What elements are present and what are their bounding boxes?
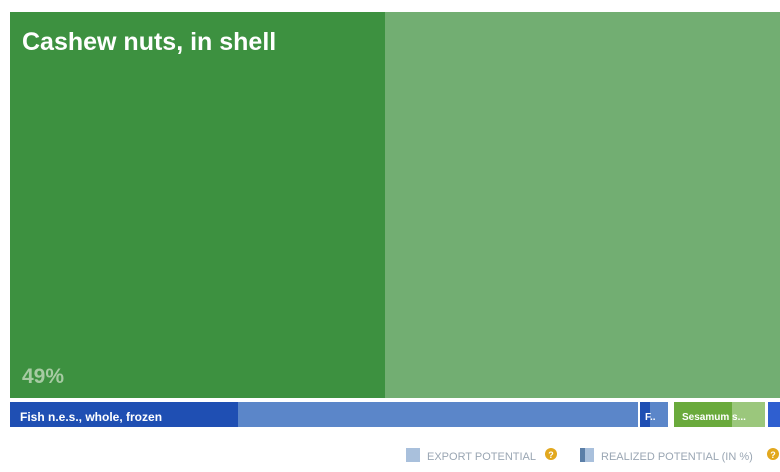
tile-fish-frozen[interactable]: Fish n.e.s., whole, frozen [10,402,638,427]
info-icon-circle [767,448,779,460]
legend: EXPORT POTENTIAL ? REALIZED POTENTIAL (I… [406,448,779,463]
tile-cashew-nuts-realized [10,12,385,398]
tile-cashew-nuts[interactable]: Cashew nuts, in shell 49% [10,12,780,398]
tile-fish-frozen-realized [10,402,238,427]
legend-export-potential-swatch [406,448,420,462]
tile-f-truncated-realized [640,402,650,427]
tile-sesamum[interactable]: Sesamum s... [674,402,765,427]
tile-edge[interactable] [768,402,780,427]
legend-realized-potential[interactable]: REALIZED POTENTIAL (IN %) ? [580,448,779,463]
tile-cashew-nuts-label: Cashew nuts, in shell [22,28,276,56]
legend-export-potential[interactable]: EXPORT POTENTIAL ? [406,448,557,463]
tile-edge-realized [768,402,780,427]
tile-f-truncated-label: F.. [645,412,656,423]
legend-realized-potential-swatch-dark [580,448,585,462]
info-icon[interactable]: ? [545,448,557,460]
info-icon-circle [545,448,557,460]
info-icon-glyph: ? [548,450,554,460]
tile-fish-frozen-label: Fish n.e.s., whole, frozen [20,410,162,424]
info-icon[interactable]: ? [767,448,779,460]
legend-realized-potential-label: REALIZED POTENTIAL (IN %) [601,451,753,463]
tile-f-truncated[interactable]: F.. [640,402,668,427]
tile-sesamum-label: Sesamum s... [682,412,746,423]
legend-export-potential-label: EXPORT POTENTIAL [427,451,536,463]
tile-cashew-nuts-percent: 49% [22,365,64,388]
info-icon-glyph: ? [770,450,776,460]
tile-sesamum-realized [674,402,732,427]
